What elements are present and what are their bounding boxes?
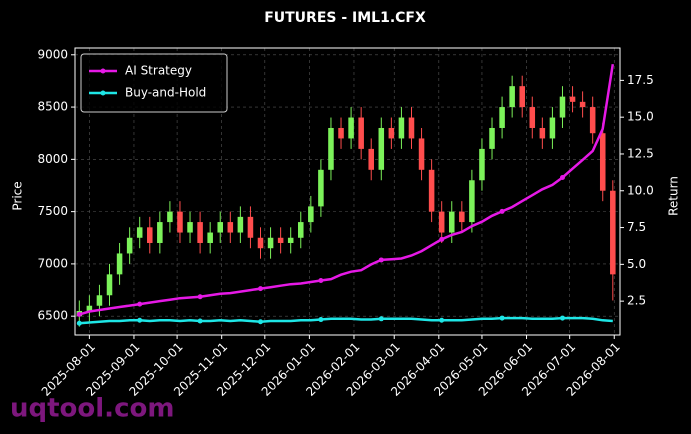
series-marker <box>439 236 445 242</box>
candle-body <box>448 211 455 233</box>
series-marker <box>76 311 82 317</box>
candle-body <box>116 253 123 275</box>
candle-body <box>408 117 415 139</box>
series-marker <box>258 319 264 325</box>
legend-box <box>80 53 228 113</box>
y-tick-label: 8000 <box>37 152 68 166</box>
series-marker <box>439 317 445 323</box>
candle-body <box>529 107 536 128</box>
candle-body <box>338 127 344 139</box>
series-marker <box>197 318 203 324</box>
series-line <box>78 64 615 316</box>
candle-body <box>187 222 193 233</box>
legend-label: Buy-and-Hold <box>125 86 206 100</box>
candle-body <box>126 237 133 254</box>
candle-body <box>167 211 173 223</box>
candle-body <box>318 169 324 207</box>
candle-body <box>247 216 254 238</box>
candle-body <box>106 274 113 296</box>
candle-body <box>499 107 505 128</box>
candle-body <box>519 86 525 108</box>
y2-tick-label: 15.0 <box>627 110 654 124</box>
series-marker <box>197 294 203 300</box>
candle-body <box>136 227 143 238</box>
candle-body <box>297 222 304 238</box>
y-tick-label: 7000 <box>37 256 68 270</box>
legend-marker <box>100 90 106 96</box>
y-tick-label: 9000 <box>37 47 68 61</box>
candle-body <box>559 96 566 118</box>
candle-body <box>509 86 515 108</box>
series-marker <box>318 317 324 323</box>
candle-body <box>610 190 616 275</box>
candle-body <box>267 237 274 249</box>
series-marker <box>76 320 82 326</box>
candle-body <box>418 138 425 170</box>
series-marker <box>318 278 324 284</box>
candle-body <box>358 117 364 149</box>
candle-body <box>287 237 294 243</box>
y-tick-label: 6500 <box>37 309 68 323</box>
y2-tick-label: 7.5 <box>627 220 646 234</box>
candle-body <box>177 211 183 233</box>
y2-axis-label: Return <box>667 176 681 216</box>
legend-marker <box>100 68 106 74</box>
series-line <box>79 316 613 325</box>
series-marker <box>258 286 264 292</box>
candle-body <box>86 305 93 311</box>
watermark: uqtool.com <box>10 394 174 424</box>
candle-body <box>257 237 264 249</box>
candle-body <box>378 127 385 170</box>
candle-body <box>348 117 354 139</box>
y2-tick-label: 5.0 <box>627 257 646 271</box>
candle-body <box>368 148 374 170</box>
candle-body <box>569 96 576 102</box>
y2-tick-label: 10.0 <box>627 183 654 197</box>
series-marker <box>137 301 143 307</box>
candle-body <box>489 127 495 149</box>
candle-body <box>438 211 445 233</box>
candle-body <box>96 295 103 306</box>
candle-body <box>539 127 546 139</box>
candle-body <box>217 222 224 233</box>
candle-body <box>157 222 163 243</box>
y2-tick-label: 2.5 <box>627 294 646 308</box>
candle-body <box>599 133 606 191</box>
legend-label: AI Strategy <box>125 64 192 78</box>
plot-frame <box>74 47 621 336</box>
candle-body <box>549 117 556 139</box>
candle-body <box>328 127 334 170</box>
candle-body <box>147 227 153 243</box>
candle-body <box>479 148 485 181</box>
candle-body <box>207 232 213 243</box>
series-marker <box>499 208 505 214</box>
candle-body <box>589 107 596 134</box>
series-marker <box>378 316 384 322</box>
candle-body <box>277 237 284 243</box>
y-tick-label: 7500 <box>37 204 68 218</box>
candle-body <box>197 222 203 243</box>
series-marker <box>559 175 565 181</box>
candle-body <box>579 101 586 108</box>
series-marker <box>378 257 384 263</box>
candle-body <box>459 211 465 223</box>
candle-body <box>308 206 314 223</box>
candle-body <box>227 222 234 233</box>
y2-tick-label: 12.5 <box>627 146 654 160</box>
y-axis-label: Price <box>11 181 25 210</box>
candle-body <box>388 127 395 139</box>
candle-body <box>428 169 435 212</box>
y2-tick-label: 17.5 <box>627 73 654 87</box>
chart-title: FUTURES - IML1.CFX <box>264 10 426 26</box>
series-marker <box>137 317 143 323</box>
y-tick-label: 8500 <box>37 100 68 114</box>
series-marker <box>559 315 565 321</box>
candle-body <box>237 216 244 233</box>
series-marker <box>499 315 505 321</box>
candle-body <box>469 180 475 223</box>
candle-body <box>398 117 405 139</box>
